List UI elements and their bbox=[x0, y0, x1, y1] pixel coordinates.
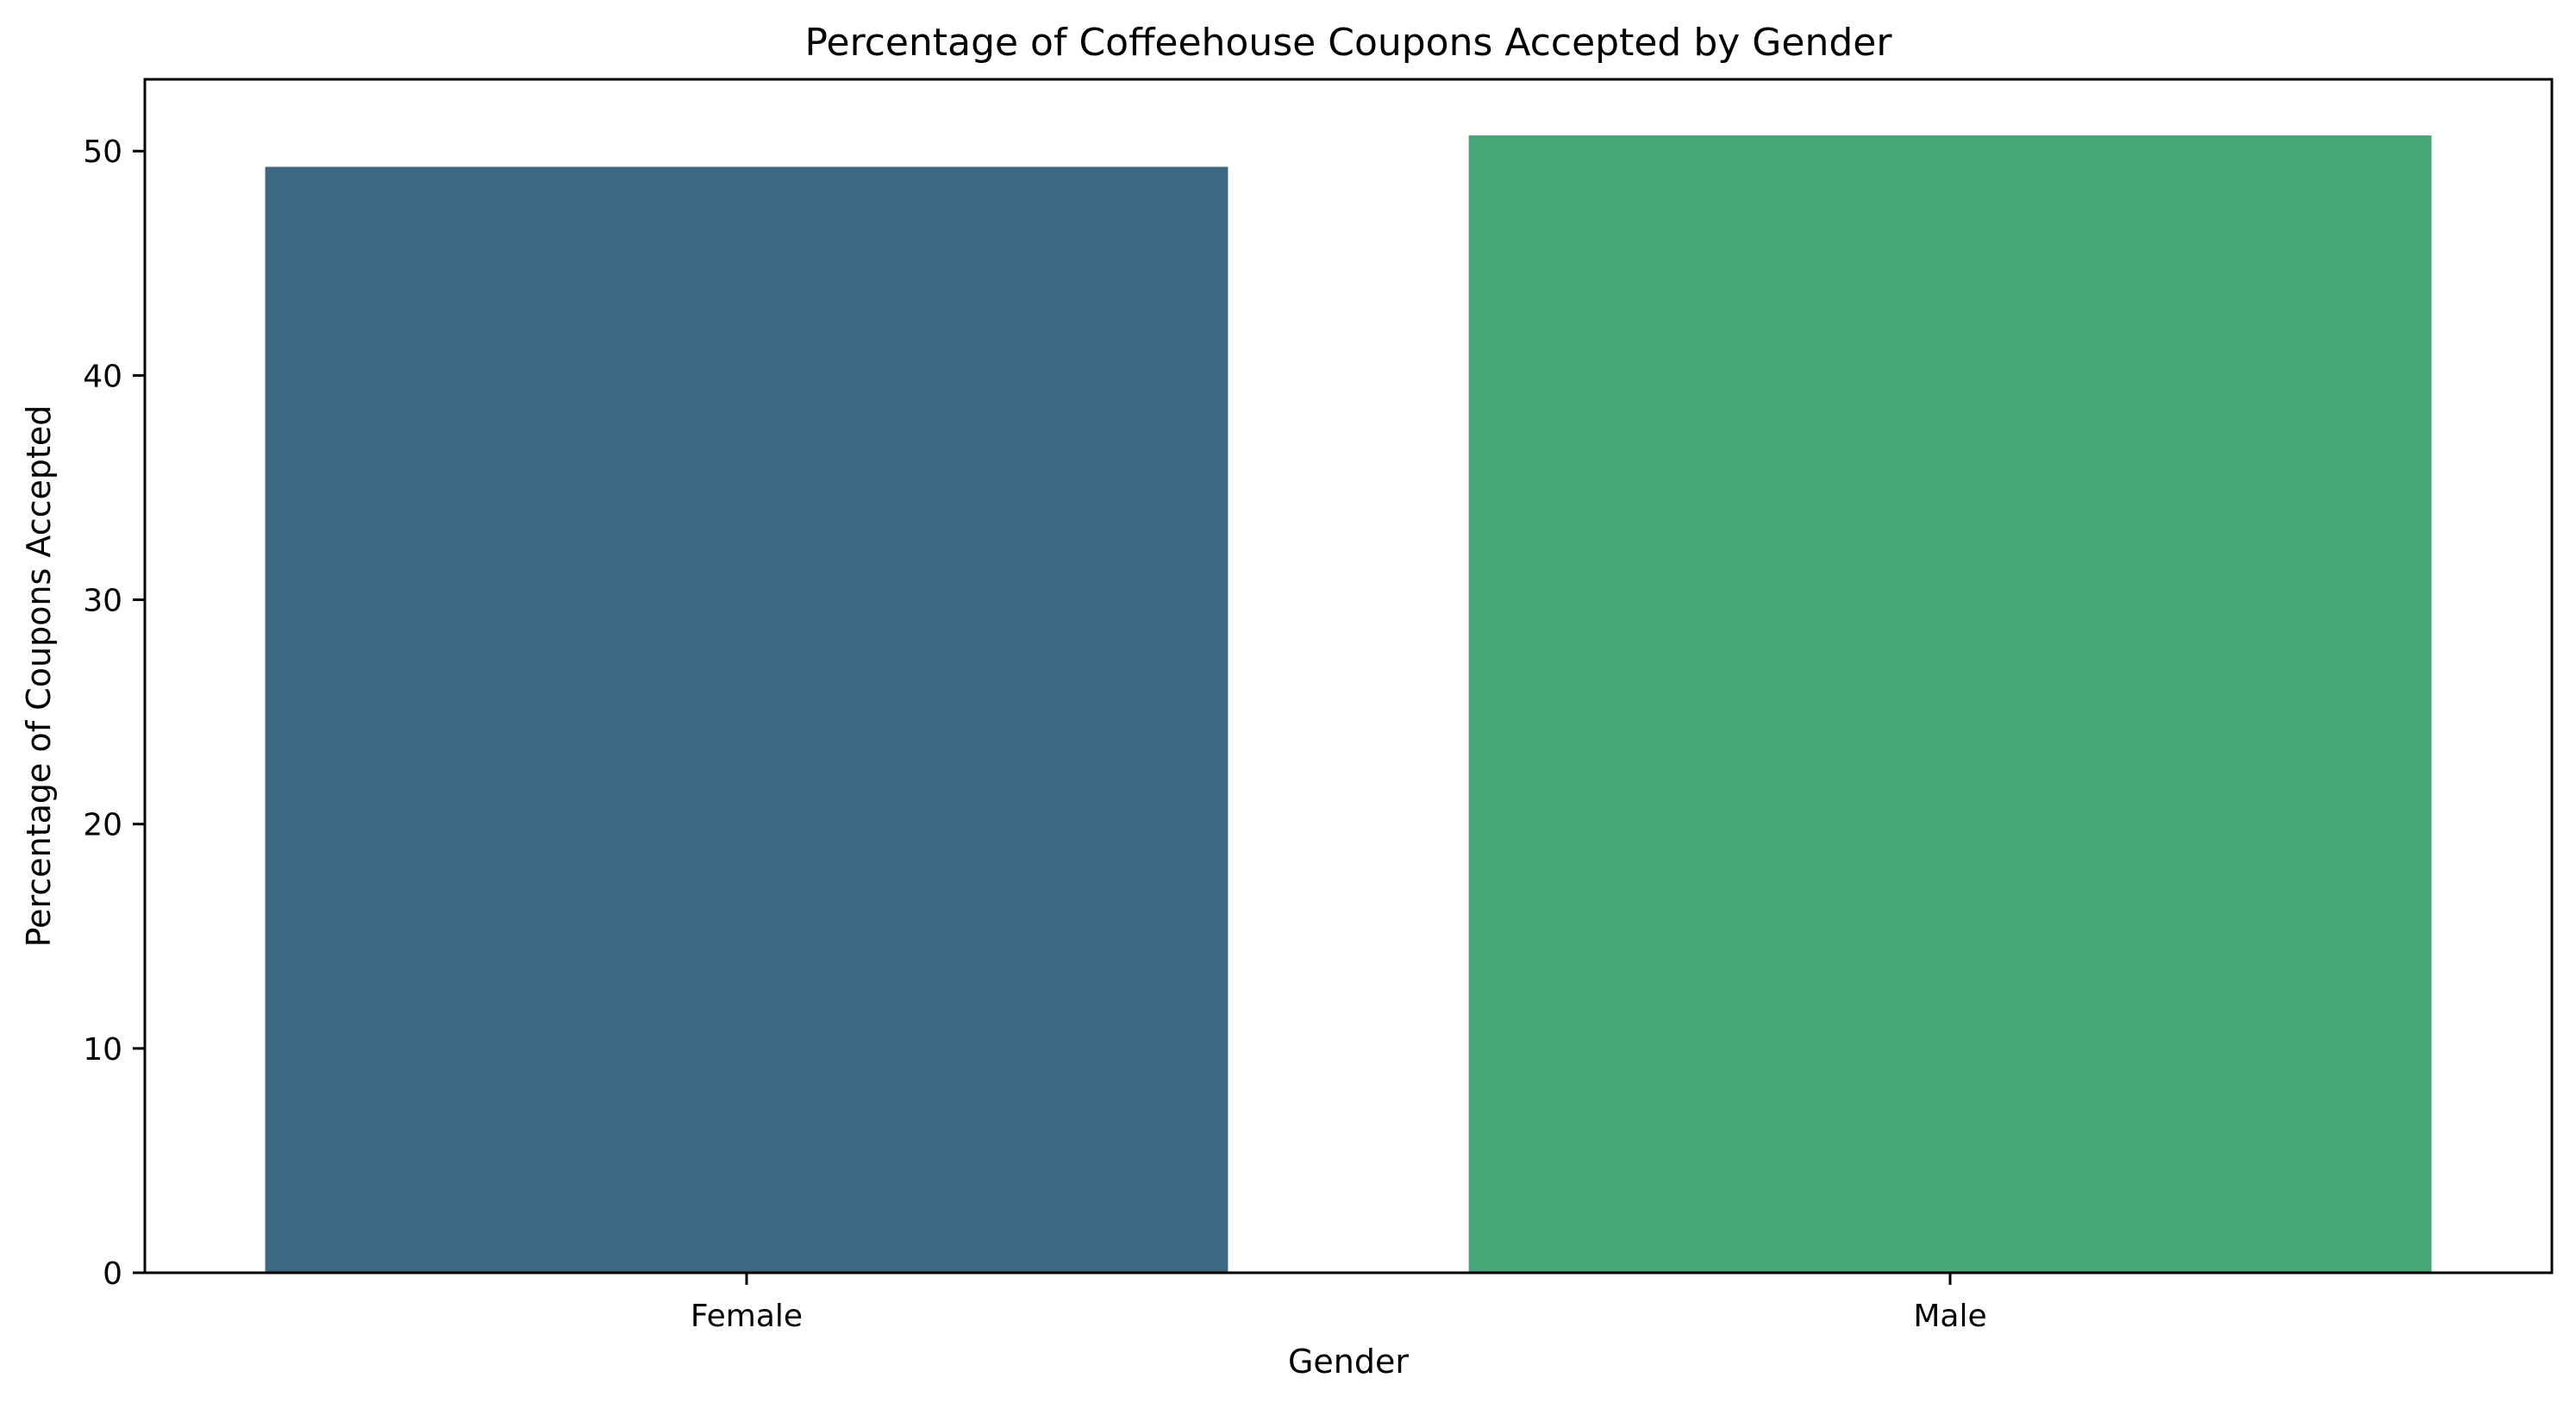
y-axis-label: Percentage of Coupons Accepted bbox=[20, 405, 58, 948]
y-tick-label: 30 bbox=[83, 584, 122, 619]
x-tick-label: Male bbox=[1913, 1299, 1986, 1334]
y-tick-label: 50 bbox=[83, 135, 122, 170]
y-axis-ticks: 0 10 20 30 40 50 bbox=[83, 135, 145, 1292]
plot-frame bbox=[143, 78, 2554, 1274]
y-tick-label: 0 bbox=[103, 1256, 122, 1292]
bars-group bbox=[265, 135, 2432, 1274]
x-axis-label: Gender bbox=[1288, 1343, 1409, 1381]
bar-male bbox=[1468, 135, 2432, 1273]
y-tick-label: 10 bbox=[83, 1032, 122, 1068]
x-axis-ticks: Female Male bbox=[691, 1273, 1987, 1334]
bar-female bbox=[265, 166, 1229, 1274]
y-tick-label: 20 bbox=[83, 808, 122, 843]
x-tick-label: Female bbox=[691, 1299, 803, 1334]
chart-title: Percentage of Coffeehouse Coupons Accept… bbox=[805, 21, 1893, 65]
y-tick-label: 40 bbox=[83, 359, 122, 394]
